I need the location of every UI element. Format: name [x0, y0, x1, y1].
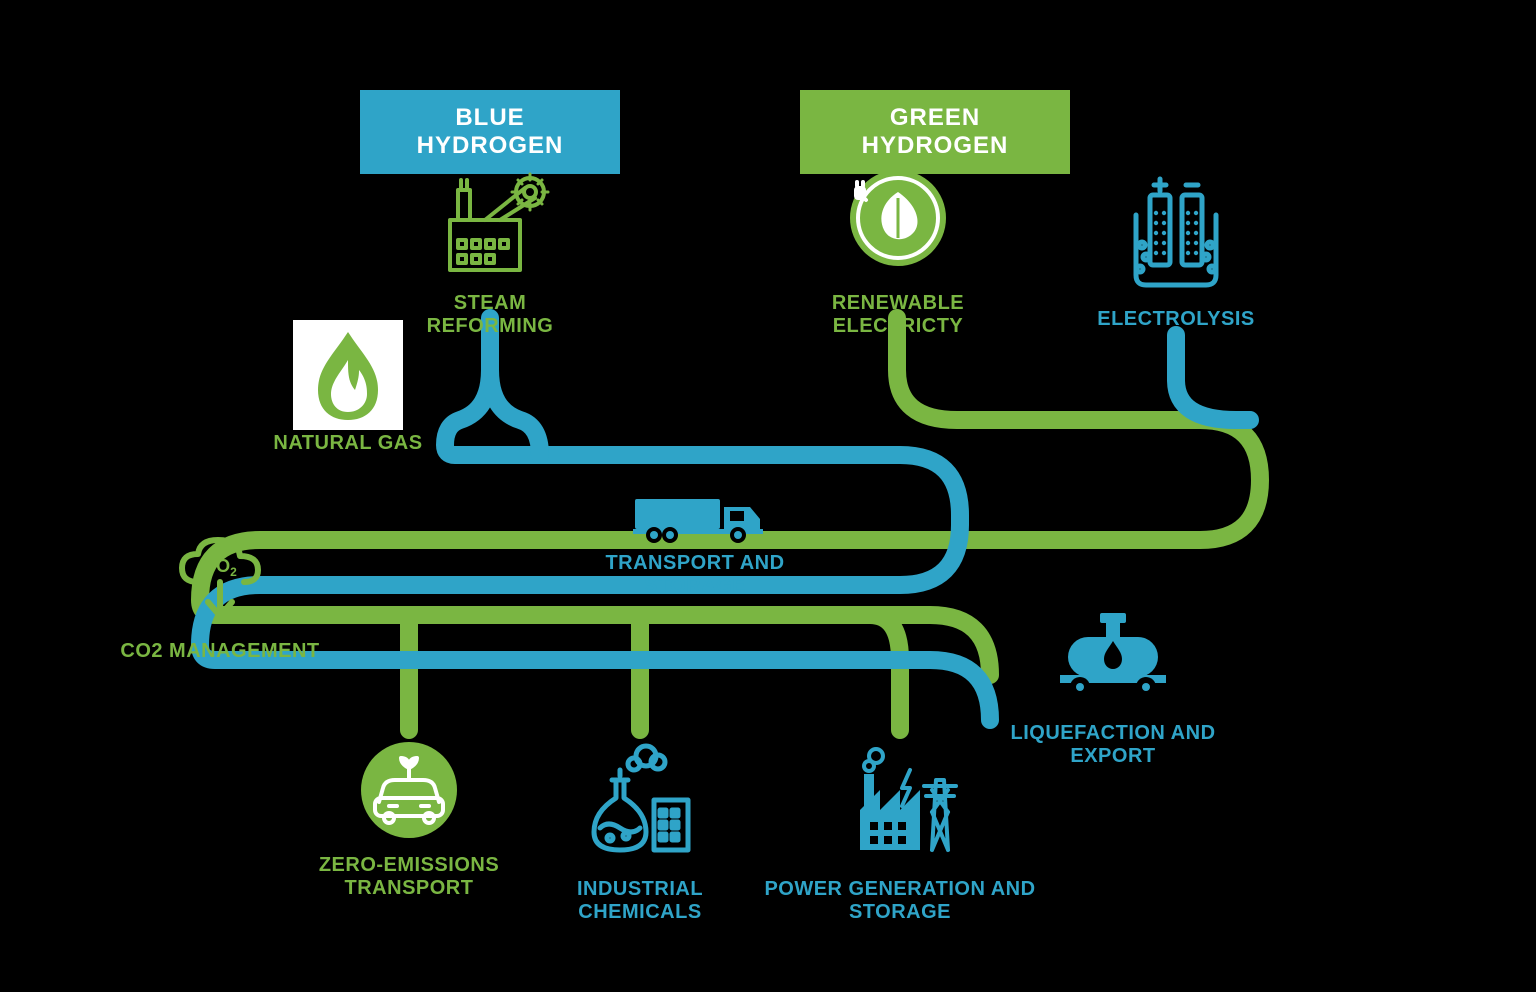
renewable-electricity-label: RENEWABLE ELECTRICTY: [768, 292, 1028, 338]
zero-emissions-icon: [359, 740, 459, 845]
industrial-chemicals-icon: [580, 740, 700, 865]
steam-reforming-label: STEAM REFORMING: [390, 292, 590, 338]
natural-gas-icon: [293, 320, 403, 430]
liquefaction-label: LIQUEFACTION AND EXPORT: [978, 722, 1248, 768]
steam-reforming-icon: [430, 170, 550, 285]
transport-storage-label: TRANSPORT AND STORAGE: [560, 552, 830, 598]
electrolysis-label: ELECTROLYSIS: [1096, 308, 1256, 331]
path-blue-fork: [490, 370, 540, 455]
header-blue-hydrogen: BLUE HYDROGEN: [360, 90, 620, 174]
transport-storage-icon: [630, 485, 770, 550]
path-electrolysis: [1176, 335, 1250, 420]
industrial-chemicals-label: INDUSTRIAL CHEMICALS: [520, 878, 760, 924]
zero-emissions-label: ZERO-EMISSIONS TRANSPORT: [309, 854, 509, 900]
path-green-branch-3: [870, 615, 900, 730]
natural-gas-label: NATURAL GAS: [268, 432, 428, 455]
liquefaction-icon: [1050, 605, 1176, 710]
svg-text:CO2: CO2: [203, 556, 237, 579]
electrolysis-icon: [1116, 175, 1236, 300]
power-generation-icon: [840, 740, 960, 865]
power-generation-label: POWER GENERATION AND STORAGE: [750, 878, 1050, 924]
diagram-canvas: BLUE HYDROGEN GREEN HYDROGEN: [0, 0, 1536, 992]
renewable-electricity-icon: [848, 168, 948, 273]
co2-management-label: CO2 MANAGEMENT: [120, 640, 320, 663]
co2-management-icon: CO2: [168, 530, 272, 639]
header-green-hydrogen: GREEN HYDROGEN: [800, 90, 1070, 174]
